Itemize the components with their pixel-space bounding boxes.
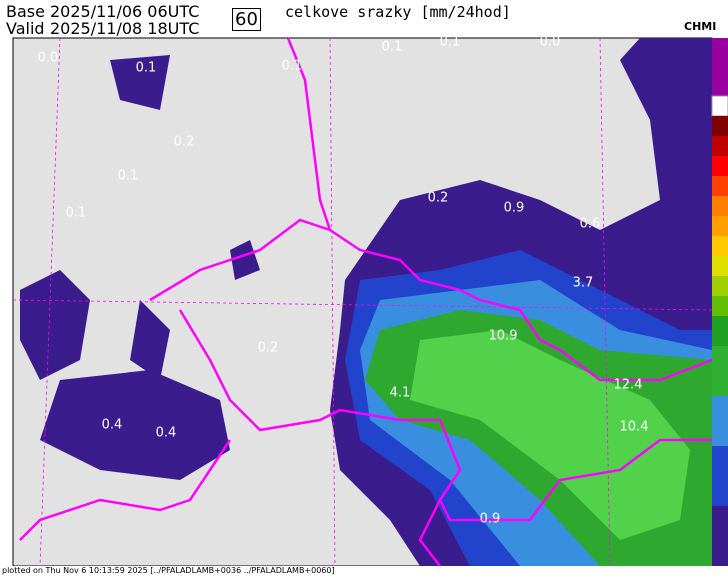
valid-time: 2025/11/08 18UTC: [50, 19, 200, 38]
value-label: 0.1: [118, 169, 139, 184]
forecast-hour: 60: [232, 8, 261, 31]
borders: [19, 37, 713, 566]
value-label: 0.0: [540, 35, 561, 50]
map-labels: 0.0 0.1 0.1 0.0 0.1 0.1 0.2 0.1 0.1 0.2 0.9 0.6 3.7 1…: [38, 35, 649, 527]
value-label: 0.2: [258, 341, 279, 356]
value-label: 0.1: [136, 61, 157, 76]
footer: plotted on Thu Nov 6 10:13:59 2025 [../P…: [2, 566, 335, 575]
value-label: 4.1: [390, 386, 411, 401]
value-label: 0.2: [428, 191, 449, 206]
valid-label: Valid: [6, 19, 45, 38]
title: celkove srazky [mm/24hod]: [285, 3, 511, 21]
value-label: 0.1: [382, 40, 403, 55]
base-label: Base: [6, 2, 45, 21]
value-label: 0.0: [38, 51, 59, 66]
value-label: 12.4: [614, 378, 643, 393]
graticule: [12, 37, 713, 566]
value-label: 0.1: [440, 35, 461, 50]
value-label: 10.9: [489, 329, 518, 344]
value-label: 0.1: [66, 206, 87, 221]
colorbar: [711, 38, 728, 566]
header: Base 2025/11/06 06UTC Valid 2025/11/08 1…: [0, 0, 728, 38]
value-label: 0.6: [580, 217, 601, 232]
precip-high2: [410, 330, 690, 540]
value-label: 0.4: [102, 418, 123, 433]
map: 0.0 0.1 0.1 0.0 0.1 0.1 0.2 0.1 0.1 0.2 0.9 0.6 3.7 1…: [12, 35, 728, 566]
value-label: 0.4: [156, 426, 177, 441]
value-label: 0.9: [480, 512, 501, 527]
logo: CHMI: [684, 20, 717, 33]
value-label: 3.7: [573, 276, 594, 291]
value-label: 0.9: [504, 201, 525, 216]
base-time: 2025/11/06 06UTC: [50, 2, 200, 21]
value-label: 0.1: [282, 59, 303, 74]
value-label: 0.2: [174, 135, 195, 150]
value-label: 10.4: [620, 420, 649, 435]
